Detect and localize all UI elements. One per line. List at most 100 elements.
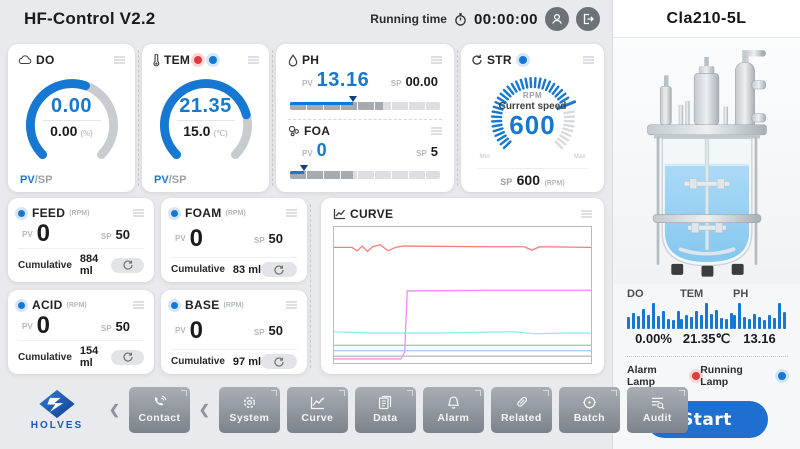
foa-section: FOA PV 0 SP 5 — [288, 124, 442, 186]
user-button[interactable] — [545, 7, 569, 31]
feed-unit: (RPM) — [69, 209, 90, 217]
str-status-dot-blue — [518, 56, 527, 64]
gauge-tick — [563, 115, 575, 119]
ph-sp-value: 00.00 — [405, 74, 438, 89]
base-status-dot — [171, 301, 178, 309]
foam-sp-label: SP — [253, 236, 265, 245]
gauge-tick — [490, 119, 502, 123]
base-sp-label: SP — [253, 328, 265, 337]
gauge-tick — [560, 130, 572, 138]
acid-cumulative-value: 154 ml — [79, 345, 99, 369]
base-pv-value: 0 — [189, 316, 204, 344]
clock-icon — [454, 12, 467, 26]
nav-curve-button[interactable]: Curve — [286, 386, 348, 433]
gauge-tick — [499, 137, 509, 146]
do-menu-icon[interactable] — [114, 56, 125, 64]
gauge-tick — [562, 110, 575, 115]
gauge-tick — [490, 115, 502, 119]
alarm-lamp-dot — [692, 372, 701, 380]
mini-bar — [642, 308, 645, 329]
base-menu-icon[interactable] — [286, 301, 297, 309]
foa-menu-icon[interactable] — [431, 127, 442, 135]
sensor-ph-value: 13.16 — [743, 331, 776, 346]
feed-reset-button[interactable] — [111, 257, 144, 273]
sensor-do: DO 0.00% — [627, 288, 680, 347]
curve-chart[interactable] — [333, 226, 592, 364]
gauge-tick — [544, 80, 551, 92]
str-title: STR — [487, 53, 512, 67]
mini-bar — [710, 313, 713, 329]
running-time-value: 00:00:00 — [473, 10, 538, 28]
nav-alarm-button[interactable]: Alarm — [422, 386, 484, 433]
thermometer-icon — [152, 53, 160, 67]
gauge-tick — [558, 134, 569, 142]
str-rpm-label: RPM — [522, 91, 543, 100]
nav-data-button[interactable]: Data — [354, 386, 416, 433]
logout-button[interactable] — [576, 7, 600, 31]
ph-section: PH PV 13.16 SP 00.00 — [288, 53, 442, 115]
main-area: HF-Control V2.2 Running time 00:00:00 — [0, 0, 688, 433]
device-title: Cla210-5L — [666, 9, 747, 27]
divider — [625, 356, 788, 357]
gauge-tick — [561, 127, 573, 133]
foa-progress-bar — [290, 165, 440, 179]
mini-bar — [748, 318, 751, 329]
feed-sp-label: SP — [100, 231, 112, 241]
divider — [42, 120, 101, 121]
base-cumulative-label: Cumulative — [171, 356, 225, 367]
ph-menu-icon[interactable] — [431, 56, 442, 64]
feed-card: FEED (RPM) PV 0 SP 50 Cumulative 884 ml — [8, 198, 154, 282]
foam-unit: (RPM) — [225, 209, 246, 217]
acid-menu-icon[interactable] — [133, 301, 144, 309]
sensor-tem: TEM 21.35℃ — [680, 288, 733, 347]
mini-bar — [680, 318, 683, 329]
chevron-left-icon[interactable]: ❮ — [109, 401, 120, 417]
chevron-left-icon[interactable]: ❮ — [198, 401, 210, 417]
gauge-row: DO 0.00 0.00 (%) PV/SP — [8, 44, 604, 192]
ph-pv-label: PV — [302, 79, 313, 88]
sensor-do-bars — [627, 303, 680, 329]
nav-contact-button[interactable]: Contact — [128, 386, 190, 433]
str-menu-icon[interactable] — [583, 56, 594, 64]
mini-bar — [753, 313, 756, 329]
foam-menu-icon[interactable] — [286, 209, 297, 217]
acid-reset-button[interactable] — [111, 349, 144, 365]
divider — [457, 50, 458, 186]
gauge-tick — [551, 85, 559, 96]
foam-status-dot — [171, 209, 178, 217]
base-reset-button[interactable] — [261, 354, 297, 369]
foam-sp-value: 50 — [268, 231, 283, 246]
foa-sp-label: SP — [416, 149, 427, 158]
feed-cumulative-value: 884 ml — [79, 253, 99, 277]
tem-card: TEM 21.35 15.0 (℃) — [142, 44, 269, 192]
running-lamp: Running Lamp — [700, 364, 786, 388]
red-line — [334, 245, 591, 252]
running-time-label: Running time — [370, 12, 447, 26]
nav-related-button[interactable]: Related — [490, 386, 552, 433]
foam-card: FOAM (RPM) PV 0 SP 50 Cumulative 83 ml — [161, 198, 307, 282]
divider — [310, 204, 311, 368]
lamp-row: Alarm Lamp Running Lamp — [613, 364, 800, 388]
nav-system-button[interactable]: System — [218, 386, 280, 433]
tem-unit: (℃) — [213, 129, 228, 138]
gauge-tick — [493, 100, 505, 108]
tem-menu-icon[interactable] — [248, 56, 259, 64]
mini-bar — [667, 318, 670, 329]
gauge-tick — [558, 96, 569, 104]
str-gauge: RPM Current speed 600 Min Max — [474, 67, 592, 168]
mini-bar — [672, 319, 675, 329]
base-unit: (RPM) — [223, 301, 244, 309]
ph-title: PH — [302, 53, 320, 67]
foam-cumulative-value: 83 ml — [232, 263, 262, 276]
nav-audit-button[interactable]: Audit — [626, 386, 688, 433]
str-max-label: Max — [573, 154, 586, 160]
curve-menu-icon[interactable] — [581, 210, 592, 218]
feed-menu-icon[interactable] — [133, 209, 144, 217]
mini-bar — [778, 303, 781, 329]
ph-sp-label: SP — [390, 79, 402, 88]
sensor-do-label: DO — [627, 288, 644, 300]
foam-reset-button[interactable] — [261, 262, 297, 277]
nav-batch-button[interactable]: Batch — [558, 386, 620, 433]
top-bar: HF-Control V2.2 Running time 00:00:00 — [0, 0, 612, 38]
mini-bar — [773, 318, 776, 329]
